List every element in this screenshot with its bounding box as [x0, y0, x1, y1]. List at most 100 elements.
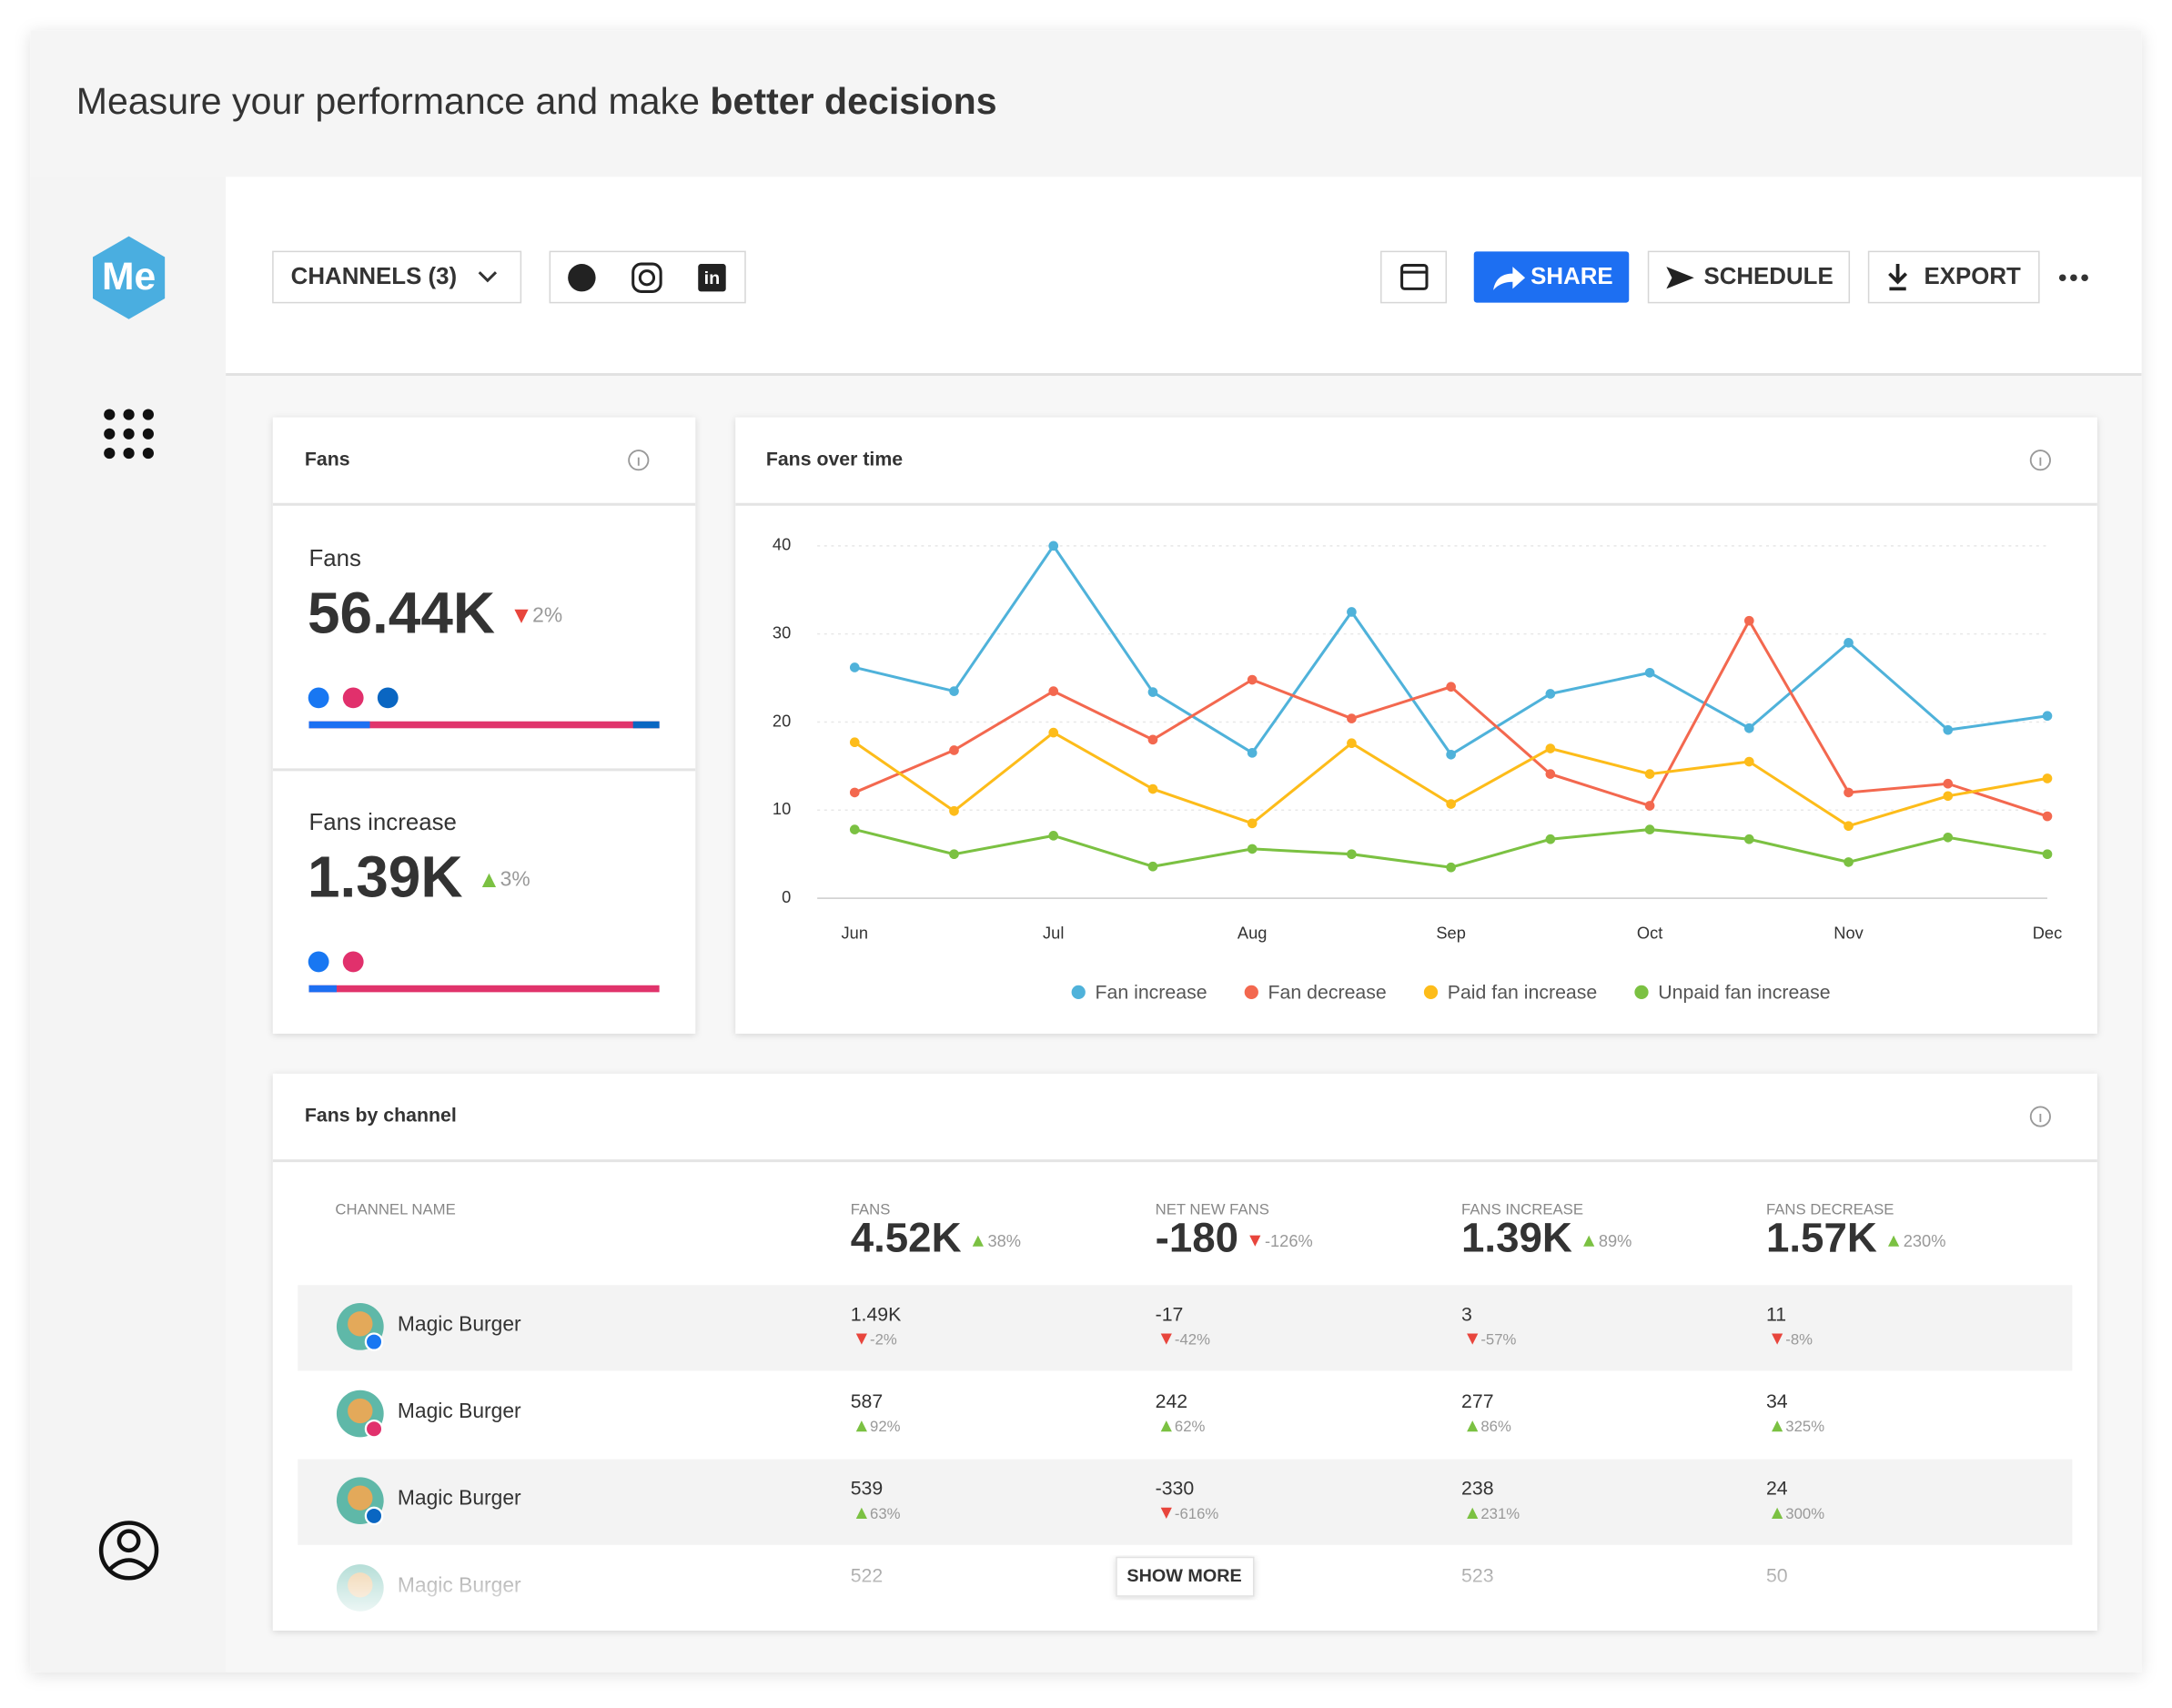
x-tick-label: Dec: [2033, 923, 2062, 942]
metric-value: 1.39K: [308, 844, 463, 910]
legend-label: Unpaid fan increase: [1658, 982, 1830, 1004]
data-point: [1248, 675, 1258, 685]
legend-label: Fan increase: [1095, 982, 1207, 1004]
header-title-text: Measure your performance and make: [76, 80, 700, 122]
data-point: [1844, 638, 1854, 648]
table-row: Magic Burger53963%-330-616%238231%24300%: [298, 1460, 2072, 1545]
data-point: [1844, 857, 1854, 867]
cell-value: 34: [1766, 1390, 1788, 1412]
cell-change: -616%: [1175, 1505, 1219, 1522]
apps-icon[interactable]: [104, 409, 154, 460]
data-point: [1546, 834, 1556, 844]
network-icon: [343, 952, 364, 973]
legend-label: Paid fan increase: [1448, 982, 1598, 1004]
data-point: [850, 788, 860, 798]
avatar-inner: [348, 1486, 372, 1511]
column-change: 89%: [1599, 1231, 1632, 1250]
cell-value: 539: [851, 1478, 884, 1500]
date-picker[interactable]: [1381, 251, 1447, 302]
metric-change: 2%: [532, 602, 562, 626]
x-tick-label: Oct: [1637, 923, 1662, 942]
show-more-label: SHOW MORE: [1126, 1566, 1241, 1586]
row-stripe: [298, 1460, 2072, 1545]
data-point: [1744, 616, 1754, 626]
cell-value: 242: [1156, 1390, 1188, 1412]
legend-swatch: [1245, 985, 1258, 999]
share-bar-segment: [308, 985, 336, 993]
x-tick-label: Sep: [1436, 923, 1465, 942]
cell-value: 24: [1766, 1478, 1788, 1500]
legend-item: Unpaid fan increase: [1634, 982, 1830, 1004]
schedule-button[interactable]: SCHEDULE: [1649, 251, 1850, 302]
data-point: [1347, 713, 1357, 723]
share-button[interactable]: SHARE: [1474, 251, 1630, 302]
channel-name: Magic Burger: [398, 1399, 521, 1422]
data-point: [1546, 689, 1556, 699]
column-total: -180: [1156, 1215, 1238, 1261]
x-tick-label: Jul: [1043, 923, 1064, 942]
cell-change: -42%: [1175, 1330, 1210, 1348]
cell-change: 231%: [1480, 1505, 1520, 1522]
share-bar-segment: [633, 722, 660, 729]
data-point: [1446, 682, 1456, 692]
header-title-emphasis: better decisions: [710, 80, 996, 122]
cell-value: 11: [1766, 1303, 1786, 1325]
data-point: [1248, 748, 1258, 758]
data-point: [850, 662, 860, 672]
cell-value: -330: [1156, 1478, 1195, 1500]
data-point: [1744, 723, 1754, 733]
data-point: [1148, 735, 1158, 745]
data-point: [1347, 607, 1357, 617]
export-button[interactable]: EXPORT: [1869, 251, 2039, 302]
chart-title: Fans over time: [766, 448, 903, 470]
data-point: [1645, 668, 1655, 678]
data-point: [1943, 791, 1953, 801]
network-icon: [308, 688, 329, 709]
network-icon: [343, 688, 364, 709]
network-badge: [366, 1333, 382, 1349]
data-point: [2043, 773, 2053, 783]
legend-swatch: [1424, 985, 1438, 999]
cell-change: 86%: [1480, 1418, 1511, 1435]
data-point: [1943, 779, 1953, 789]
column-change: 230%: [1904, 1231, 1946, 1250]
y-tick-label: 30: [773, 622, 791, 642]
column-total: 1.57K: [1766, 1215, 1877, 1261]
more-menu[interactable]: [2059, 274, 2088, 281]
column-total: 4.52K: [851, 1215, 962, 1261]
cell-change: 92%: [870, 1418, 901, 1435]
network-icon: [378, 688, 399, 709]
card-title: Fans: [305, 448, 350, 470]
network-filter[interactable]: in: [550, 251, 745, 302]
data-point: [2043, 711, 2053, 721]
y-tick-label: 20: [773, 711, 791, 730]
network-badge: [366, 1508, 382, 1524]
channels-dropdown[interactable]: CHANNELS (3): [273, 251, 520, 302]
avatar-inner: [348, 1399, 372, 1423]
y-tick-label: 10: [773, 799, 791, 818]
network-badge: [366, 1420, 382, 1437]
cell-change: 300%: [1785, 1505, 1824, 1522]
cell-change: 63%: [870, 1505, 901, 1522]
export-label: EXPORT: [1924, 264, 2022, 289]
data-point: [1048, 831, 1058, 841]
metric-change: 3%: [500, 866, 530, 890]
data-point: [1546, 769, 1556, 779]
data-point: [1645, 801, 1655, 811]
show-more-button[interactable]: SHOW MORE: [1116, 1557, 1254, 1596]
facebook-icon[interactable]: [568, 264, 595, 291]
network-icon: [308, 952, 329, 973]
linkedin-glyph: in: [704, 268, 721, 288]
channels-label: CHANNELS (3): [291, 264, 457, 289]
data-point: [949, 806, 959, 816]
legend-item: Paid fan increase: [1424, 982, 1597, 1004]
data-point: [1446, 750, 1456, 760]
chart-card: [735, 418, 2096, 1034]
avatar-inner: [348, 1311, 372, 1336]
header-title: Measure your performance and make better…: [76, 80, 997, 122]
data-point: [1844, 821, 1854, 831]
cell-value: 277: [1461, 1390, 1494, 1412]
table-row: Magic Burger1.49K-2%-17-42%3-57%11-8%: [298, 1285, 2072, 1370]
column-change: 38%: [987, 1231, 1021, 1250]
